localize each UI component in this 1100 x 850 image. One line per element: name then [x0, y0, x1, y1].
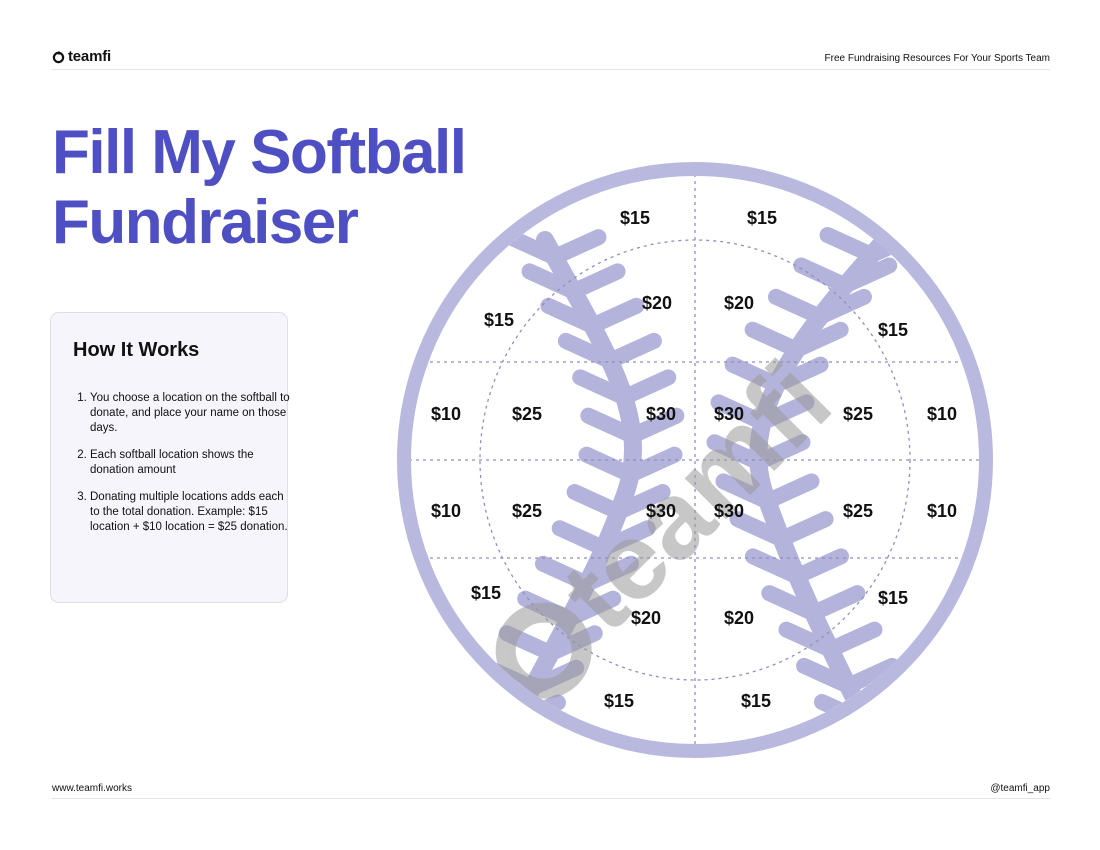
- stitch-barb: [750, 434, 811, 471]
- stitch-barb: [595, 520, 656, 557]
- stitch-barb: [551, 520, 612, 557]
- amount-label: $10: [431, 501, 461, 521]
- stitch-barb: [761, 585, 822, 622]
- amount-label: $25: [843, 404, 873, 424]
- stitch-barb: [840, 657, 901, 694]
- stitch-barb: [822, 621, 883, 658]
- stitch-barb: [706, 434, 767, 471]
- stitch-barb: [578, 446, 639, 483]
- softball-graphic: teamfi $15 $15 $15 $20 $20 $15 $10 $25 $…: [397, 162, 993, 758]
- step-item: Each softball location shows the donatio…: [90, 448, 290, 478]
- stitch-barb: [768, 356, 829, 393]
- stitch-barb: [540, 297, 601, 334]
- stitch-barb: [610, 484, 671, 521]
- stitch-barb: [724, 356, 785, 393]
- step-item: Donating multiple locations adds each to…: [90, 490, 290, 535]
- stitch-barb: [616, 369, 677, 406]
- page-title: Fill My Softball Fundraiser: [52, 118, 467, 258]
- stitch-barb: [710, 394, 771, 431]
- logo-text: teamfi: [68, 48, 111, 65]
- stitch-barb: [565, 263, 626, 300]
- stitch-barb: [572, 369, 633, 406]
- stitch-barb: [622, 446, 683, 483]
- stitch-barb: [796, 657, 857, 694]
- teamfi-logo: teamfi: [52, 48, 111, 65]
- how-it-works-steps: You choose a location on the softball to…: [73, 391, 290, 547]
- title-line-2: Fundraiser: [52, 188, 359, 257]
- amount-label: $20: [642, 293, 672, 313]
- how-it-works-heading: How It Works: [73, 339, 200, 361]
- amount-label: $10: [431, 404, 461, 424]
- amount-label: $25: [512, 404, 542, 424]
- stitch-barb: [580, 407, 641, 444]
- amount-label: $30: [646, 404, 676, 424]
- amount-label: $15: [620, 208, 650, 228]
- stitch-barb: [788, 321, 849, 358]
- amount-label: $15: [741, 691, 771, 711]
- amount-label: $30: [714, 404, 744, 424]
- stitch-barb: [584, 297, 645, 334]
- footer-website: www.teamfi.works: [52, 783, 133, 794]
- stitch-barb: [557, 332, 618, 369]
- stitch-barb: [729, 511, 790, 548]
- stitch-barb: [715, 473, 776, 510]
- header-tagline: Free Fundraising Resources For Your Spor…: [824, 53, 1050, 64]
- stitch-barb: [579, 555, 640, 592]
- amount-label: $30: [646, 501, 676, 521]
- stitch-barb: [805, 585, 866, 622]
- step-item: You choose a location on the softball to…: [90, 391, 290, 436]
- amount-label: $15: [604, 691, 634, 711]
- stitch-barb: [561, 590, 622, 627]
- stitch-barb: [521, 263, 582, 300]
- stitch-barb: [759, 473, 820, 510]
- amount-label: $15: [878, 588, 908, 608]
- stitch-barb: [744, 321, 805, 358]
- stitch-barb: [778, 621, 839, 658]
- section-grid: [411, 176, 979, 744]
- amount-label: $15: [878, 320, 908, 340]
- stitch-barb: [788, 548, 849, 585]
- stitch-barb: [819, 227, 880, 264]
- stitch-barb: [566, 484, 627, 521]
- amount-labels: $15 $15 $15 $20 $20 $15 $10 $25 $30 $30 …: [431, 208, 957, 711]
- amount-label: $15: [747, 208, 777, 228]
- title-line-1: Fill My Softball: [52, 118, 467, 187]
- amount-label: $30: [714, 501, 744, 521]
- stitch-barb: [793, 257, 854, 294]
- amount-label: $20: [724, 608, 754, 628]
- stitch-barb: [601, 332, 662, 369]
- how-it-works-card: How It Works You choose a location on th…: [50, 312, 290, 603]
- stitch-barb: [461, 694, 522, 731]
- stitch-barb: [837, 257, 898, 294]
- stitch-barb: [754, 394, 815, 431]
- stitch-barb: [502, 229, 563, 266]
- stitch-barb: [857, 693, 918, 730]
- amount-label: $10: [927, 501, 957, 521]
- footer-handle: @teamfi_app: [990, 783, 1050, 794]
- amount-label: $15: [471, 583, 501, 603]
- amount-label: $25: [512, 501, 542, 521]
- amount-label: $20: [724, 293, 754, 313]
- amount-label: $20: [631, 608, 661, 628]
- stitch-barb: [744, 548, 805, 585]
- stitch-barb: [546, 229, 607, 266]
- stitch-barb: [535, 555, 596, 592]
- stitch-barb: [767, 288, 828, 325]
- stitch-barb: [624, 407, 685, 444]
- header-divider: [52, 69, 1050, 70]
- amount-label: $15: [484, 310, 514, 330]
- footer-divider: [52, 798, 1050, 799]
- amount-label: $10: [927, 404, 957, 424]
- amount-label: $25: [843, 501, 873, 521]
- teamfi-logo-icon: [52, 50, 65, 63]
- stitch-barb: [773, 511, 834, 548]
- stitch-barb: [811, 288, 872, 325]
